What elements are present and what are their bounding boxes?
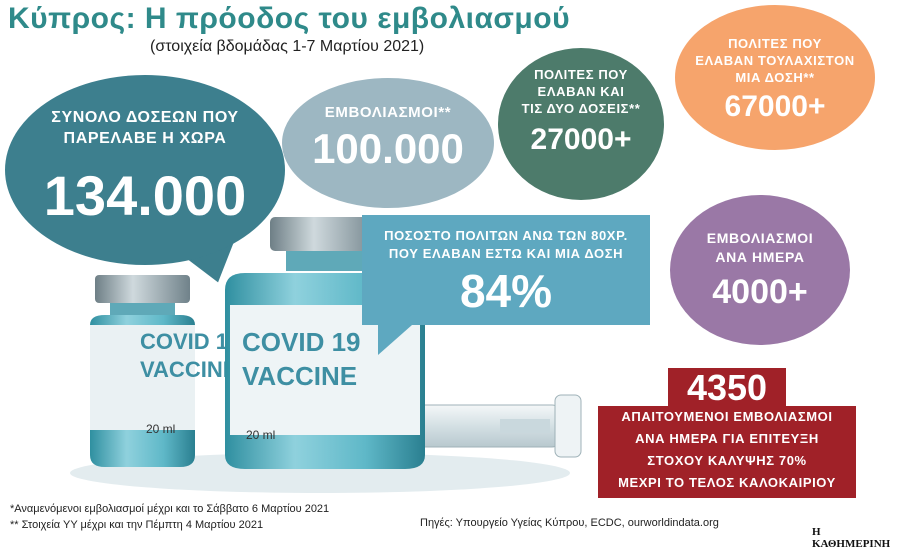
per-day-label-1: ΕΜΒΟΛΙΑΣΜΟΙ bbox=[706, 230, 814, 246]
footnote-2: ** Στοιχεία ΥΥ μέχρι και την Πέμπτη 4 Μα… bbox=[10, 519, 264, 531]
one-dose-label-1: ΠΟΛΙΤΕΣ ΠΟΥ bbox=[728, 36, 822, 51]
one-dose-label-2: ΕΛΑΒΑΝ ΤΟΥΛΑΧΙΣΤΟΝ bbox=[695, 53, 855, 68]
total-doses-value: 134.000 bbox=[43, 164, 247, 227]
per-day-value: 4000+ bbox=[712, 273, 808, 311]
vaccinations-value: 100.000 bbox=[312, 125, 464, 172]
per-day-label-2: ΑΝΑ ΗΜΕΡΑ bbox=[715, 249, 805, 265]
required-line-3: ΣΤΟΧΟΥ ΚΑΛΥΨΗΣ 70% bbox=[647, 453, 807, 468]
back-vial-label-2: VACCINE bbox=[140, 357, 237, 382]
page-subtitle: (στοιχεία βδομάδας 1-7 Μαρτίου 2021) bbox=[150, 38, 425, 55]
footnote-1: *Αναμενόμενοι εμβολιασμοί μέχρι και το Σ… bbox=[10, 503, 330, 515]
per-day-bubble: ΕΜΒΟΛΙΑΣΜΟΙ ΑΝΑ ΗΜΕΡΑ 4000+ bbox=[670, 195, 850, 345]
floor-shadow bbox=[70, 453, 570, 493]
front-vial-label-2: VACCINE bbox=[242, 361, 357, 391]
two-doses-value: 27000+ bbox=[530, 123, 632, 156]
required-line-4: ΜΕΧΡΙ ΤΟ ΤΕΛΟΣ ΚΑΛΟΚΑΙΡΙΟΥ bbox=[618, 475, 836, 490]
over80-label-2: ΠΟΥ ΕΛΑΒΑΝ ΕΣΤΩ ΚΑΙ ΜΙΑ ΔΟΣΗ bbox=[388, 246, 624, 261]
one-dose-value: 67000+ bbox=[724, 90, 826, 123]
front-vial-volume: 20 ml bbox=[246, 428, 275, 442]
vaccinations-bubble: ΕΜΒΟΛΙΑΣΜΟΙ** 100.000 bbox=[282, 78, 494, 208]
two-doses-label-1: ΠΟΛΙΤΕΣ ΠΟΥ bbox=[534, 67, 628, 82]
two-doses-bubble: ΠΟΛΙΤΕΣ ΠΟΥ ΕΛΑΒΑΝ ΚΑΙ ΤΙΣ ΔΥΟ ΔΟΣΕΙΣ** … bbox=[498, 48, 664, 200]
over80-label-1: ΠΟΣΟΣΤΟ ΠΟΛΙΤΩΝ ΑΝΩ ΤΩΝ 80ΧΡ. bbox=[384, 228, 628, 243]
back-vial-volume: 20 ml bbox=[146, 422, 175, 436]
total-doses-bubble: ΣΥΝΟΛΟ ΔΟΣΕΩΝ ΠΟΥ ΠΑΡΕΛΑΒΕ Η ΧΩΡΑ 134.00… bbox=[5, 75, 285, 265]
required-line-2: ΑΝΑ ΗΜΕΡΑ ΓΙΑ ΕΠΙΤΕΥΞΗ bbox=[635, 431, 819, 446]
two-doses-label-2: ΕΛΑΒΑΝ ΚΑΙ bbox=[537, 84, 625, 99]
over80-value: 84% bbox=[459, 265, 553, 317]
over80-tail bbox=[378, 325, 412, 355]
over80-box: ΠΟΣΟΣΤΟ ΠΟΛΙΤΩΝ ΑΝΩ ΤΩΝ 80ΧΡ. ΠΟΥ ΕΛΑΒΑΝ… bbox=[362, 215, 650, 325]
one-dose-bubble: ΠΟΛΙΤΕΣ ΠΟΥ ΕΛΑΒΑΝ ΤΟΥΛΑΧΙΣΤΟΝ ΜΙΑ ΔΟΣΗ*… bbox=[675, 5, 875, 150]
total-doses-label-2: ΠΑΡΕΛΑΒΕ Η ΧΩΡΑ bbox=[63, 130, 227, 147]
brand-logo: Η ΚΑΘΗΜΕΡΙΝΗ bbox=[812, 526, 891, 550]
sources-note: Πηγές: Υπουργείο Υγείας Κύπρου, ECDC, ou… bbox=[420, 517, 719, 529]
required-value-box: 4350 bbox=[668, 368, 786, 408]
vaccinations-label: ΕΜΒΟΛΙΑΣΜΟΙ** bbox=[324, 104, 452, 121]
vaccine-vials-illustration: COVID 1 VACCINE 20 ml COVID 19 VACCINE 2… bbox=[70, 217, 582, 493]
required-line-1: ΑΠΑΙΤΟΥΜΕΝΟΙ ΕΜΒΟΛΙΑΣΜΟΙ bbox=[621, 409, 833, 424]
required-box: ΑΠΑΙΤΟΥΜΕΝΟΙ ΕΜΒΟΛΙΑΣΜΟΙ ΑΝΑ ΗΜΕΡΑ ΓΙΑ Ε… bbox=[598, 406, 856, 498]
back-vial-label-1: COVID 1 bbox=[140, 329, 228, 354]
front-vial-label-1: COVID 19 bbox=[242, 327, 361, 357]
one-dose-label-3: ΜΙΑ ΔΟΣΗ** bbox=[735, 70, 815, 85]
page-title: Κύπρος: Η πρόοδος του εμβολιασμού bbox=[8, 2, 571, 35]
total-doses-label-1: ΣΥΝΟΛΟ ΔΟΣΕΩΝ ΠΟΥ bbox=[51, 109, 239, 126]
back-vial-icon bbox=[90, 275, 195, 467]
two-doses-label-3: ΤΙΣ ΔΥΟ ΔΟΣΕΙΣ** bbox=[521, 101, 641, 116]
